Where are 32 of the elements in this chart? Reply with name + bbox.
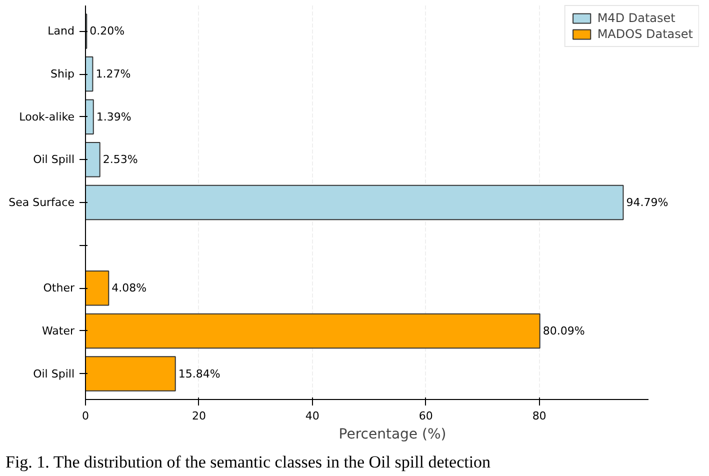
data-label: 0.20%	[90, 24, 125, 38]
caption: Fig. 1. The distribution of the semantic classes in the Oil spill detection	[6, 452, 492, 472]
bar	[86, 142, 100, 178]
bar	[86, 313, 540, 349]
legend-label: M4D Dataset	[597, 11, 676, 25]
data-label: 94.79%	[626, 196, 668, 209]
y-tick-label: Oil Spill	[33, 153, 75, 166]
data-label: 1.39%	[96, 110, 132, 124]
y-tick-label: Ship	[50, 68, 75, 81]
x-tick-label: 40	[305, 410, 320, 422]
bar	[86, 184, 624, 220]
data-label: 4.08%	[112, 282, 147, 295]
data-label: 80.09%	[542, 324, 585, 338]
data-label: 1.27%	[96, 68, 131, 81]
data-label: 15.84%	[178, 367, 220, 380]
x-tick-label: 20	[192, 410, 206, 422]
x-tick-label: 60	[418, 410, 433, 422]
y-tick-label: Water	[42, 324, 75, 338]
y-tick-label: Oil Spill	[33, 367, 75, 380]
y-tick-label: Sea Surface	[8, 196, 75, 209]
y-tick-label: Land	[48, 24, 75, 38]
bar	[86, 99, 94, 134]
bar	[86, 356, 176, 392]
x-tick-label: 0	[82, 410, 89, 422]
data-label: 2.53%	[102, 153, 138, 166]
x-tick-label: 80	[532, 410, 546, 422]
y-tick-label: Look-alike	[19, 110, 75, 124]
bar	[86, 56, 94, 92]
x-axis-title: Percentage (%)	[338, 426, 446, 442]
y-tick-label: Other	[43, 282, 75, 295]
legend-label: MADOS Dataset	[597, 27, 693, 41]
bar	[86, 270, 110, 306]
